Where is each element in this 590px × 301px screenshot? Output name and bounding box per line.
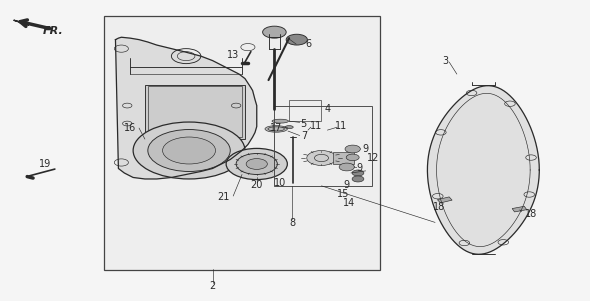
Ellipse shape: [265, 126, 287, 132]
Text: 13: 13: [227, 50, 239, 60]
Circle shape: [148, 129, 230, 172]
Circle shape: [163, 137, 215, 164]
Polygon shape: [14, 20, 29, 25]
Text: 16: 16: [124, 123, 136, 133]
Ellipse shape: [272, 119, 289, 123]
Text: 21: 21: [217, 192, 230, 202]
Text: 11: 11: [310, 121, 322, 131]
Text: 5: 5: [300, 119, 306, 129]
Circle shape: [286, 34, 307, 45]
Text: 3: 3: [442, 56, 448, 66]
Bar: [148, 86, 242, 137]
Text: 2: 2: [209, 281, 216, 291]
Text: 9: 9: [363, 144, 369, 154]
Circle shape: [346, 154, 359, 161]
Circle shape: [339, 163, 355, 171]
Circle shape: [226, 148, 287, 180]
Text: 6: 6: [306, 39, 312, 49]
Circle shape: [352, 170, 364, 176]
Text: 7: 7: [301, 131, 307, 141]
Polygon shape: [116, 37, 257, 179]
Circle shape: [352, 176, 364, 182]
Text: 11: 11: [335, 121, 347, 131]
Circle shape: [263, 26, 286, 38]
Polygon shape: [427, 86, 539, 254]
Circle shape: [307, 150, 336, 166]
Circle shape: [236, 154, 277, 175]
Text: 15: 15: [337, 189, 350, 199]
Bar: [104, 16, 381, 270]
Text: 8: 8: [289, 218, 295, 228]
Text: 18: 18: [525, 209, 537, 219]
Bar: [512, 206, 527, 212]
Circle shape: [345, 145, 360, 153]
Text: 9: 9: [344, 180, 350, 190]
Text: 19: 19: [39, 159, 51, 169]
Text: 14: 14: [343, 198, 356, 208]
Bar: [437, 197, 452, 203]
Text: 17: 17: [270, 123, 283, 133]
Circle shape: [133, 122, 245, 179]
Text: 10: 10: [274, 178, 286, 188]
Text: 9: 9: [357, 163, 363, 173]
Bar: [274, 106, 372, 186]
Bar: [289, 100, 322, 120]
Ellipse shape: [285, 126, 293, 129]
Circle shape: [246, 159, 267, 169]
Bar: [145, 85, 245, 138]
Text: 12: 12: [367, 153, 379, 163]
Bar: [333, 152, 354, 164]
Text: 4: 4: [324, 104, 330, 113]
Text: 18: 18: [433, 202, 445, 212]
Text: FR.: FR.: [43, 26, 64, 36]
Text: 20: 20: [251, 180, 263, 190]
